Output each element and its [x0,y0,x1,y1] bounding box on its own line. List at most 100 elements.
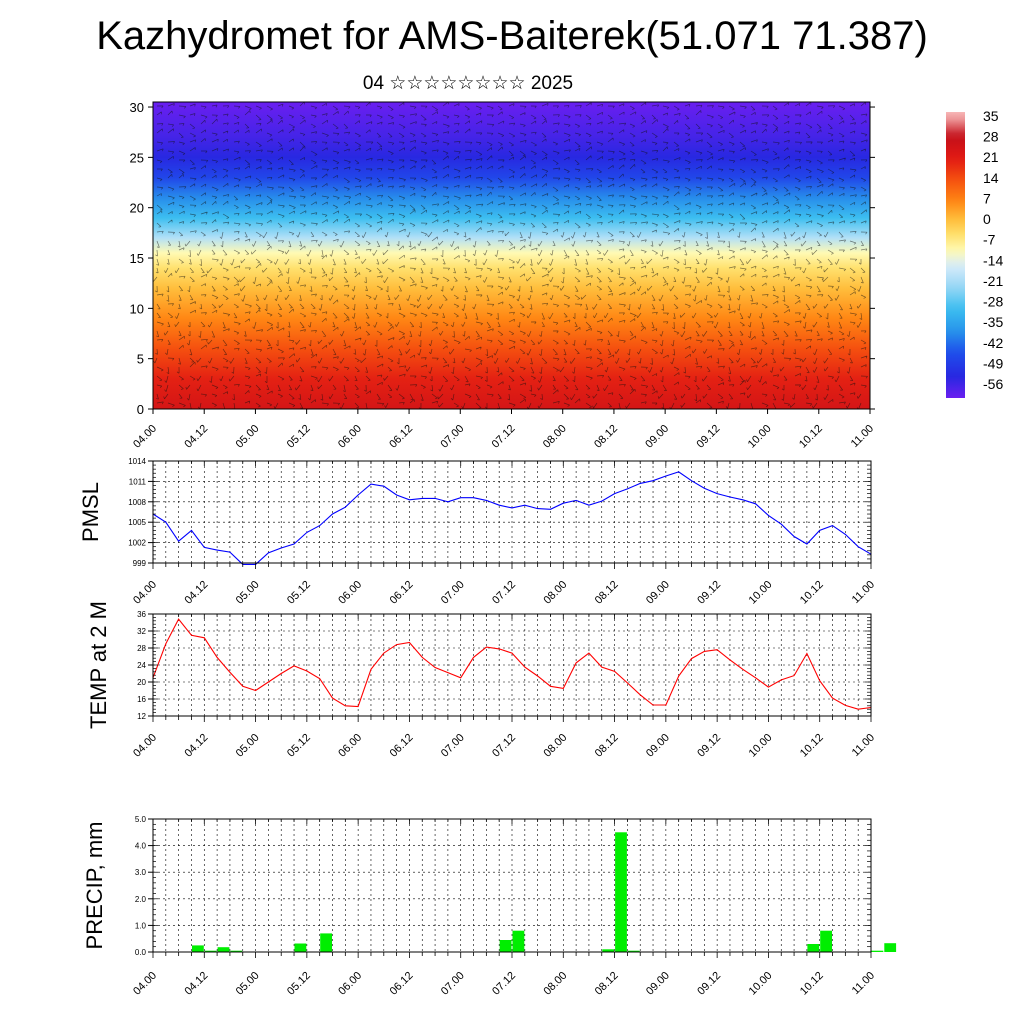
x-tick-label: 06.12 [388,579,416,607]
heatmap-x-tick-label: 10.12 [797,423,825,451]
data-point [306,670,308,672]
heatmap-x-tick-label: 06.12 [387,423,415,451]
x-tick-label: 05.00 [234,970,262,998]
heatmap-y-tick-label: 10 [130,301,144,316]
y-tick-label: 32 [137,627,146,636]
data-point [319,678,321,679]
colorbar-label: -56 [983,376,1003,392]
x-tick-label: 08.00 [541,732,569,760]
data-point [562,687,564,689]
data-point [562,502,564,504]
x-tick-label: 05.12 [285,732,313,760]
x-tick-label: 10.12 [798,970,826,998]
y-tick-label: 4.0 [135,842,147,851]
data-point [280,673,282,674]
data-point [383,652,385,654]
data-point [703,487,705,489]
heatmap-x-tick-label: 10.00 [746,423,774,451]
x-tick-label: 06.12 [388,970,416,998]
data-point [280,547,282,549]
data-point [588,652,590,654]
heatmap-x-tick-label: 05.00 [234,423,262,451]
colorbar-label: 35 [983,108,999,124]
data-point [396,644,398,645]
data-point [357,706,359,708]
x-tick-label: 05.12 [285,579,313,607]
y-tick-label: 12 [137,712,146,721]
x-tick-label: 04.12 [182,579,210,607]
x-tick-label: 09.00 [644,732,672,760]
x-tick-label: 09.12 [695,579,723,607]
temperature-field [153,102,870,409]
precip-bar [807,944,820,952]
y-tick-label: 1005 [128,518,146,527]
x-tick-label: 07.12 [490,970,518,998]
heatmap-x-tick-label: 05.12 [285,423,313,451]
data-point [614,493,615,495]
x-tick-label: 06.00 [336,732,364,760]
x-tick-label: 06.00 [336,970,364,998]
x-tick-label: 09.00 [644,970,672,998]
data-point [421,656,423,658]
colorbar-label: 28 [983,129,999,145]
data-point [678,471,680,473]
x-tick-label: 08.12 [593,579,621,607]
data-point [588,504,590,506]
data-point [511,652,513,654]
x-tick-label: 11.00 [850,970,877,997]
x-tick-label: 08.00 [541,579,569,607]
data-point [229,671,231,673]
data-point [498,648,500,650]
data-point [575,500,577,501]
data-point [524,504,526,506]
data-point [229,551,231,553]
heatmap-y-tick-label: 25 [130,150,144,165]
heatmap-y-tick-label: 30 [130,100,144,115]
x-tick-label: 07.12 [490,732,518,760]
data-point [652,480,654,482]
colorbar-label: 7 [983,190,991,206]
heatmap-x-tick-label: 04.00 [131,423,159,451]
x-tick-label: 04.00 [131,970,159,998]
data-point [498,504,500,506]
data-point [575,662,577,664]
x-tick-label: 07.00 [439,579,467,607]
x-tick-label: 06.00 [336,579,364,607]
data-point [639,483,641,484]
precip-bar [217,947,230,952]
y-tick-label: 36 [137,610,146,619]
heatmap-y-tick-label: 0 [137,402,144,417]
data-point [857,708,859,710]
data-point [755,503,757,505]
wind-barbs [153,102,868,409]
colorbar-label: -7 [983,232,996,248]
data-point [191,529,192,531]
colorbar-label: 14 [983,170,999,186]
precip-chart: 0.0 1.0 2.0 3.0 4.0 5.0 04.00 04.12 05.00 05.12 06… [82,815,897,998]
x-tick-label: 08.12 [593,732,621,760]
data-point [216,656,218,658]
heatmap-y-tick-label: 20 [130,201,144,216]
data-point [806,543,808,545]
data-point [460,677,462,679]
precip-bar [512,930,525,952]
heatmap-y-tick-label: 5 [137,352,144,367]
x-tick-label: 10.00 [747,579,775,607]
data-point [755,677,757,679]
precip-bar [820,930,832,952]
data-point [319,525,321,526]
data-point [716,493,718,495]
precip-bar [871,950,884,952]
x-tick-label: 05.12 [285,970,313,998]
data-point [344,506,346,508]
data-point [293,543,295,545]
x-tick-label: 07.12 [490,579,518,607]
colorbar-scale [946,112,965,398]
precip-bar [230,950,243,952]
colorbar-label: -49 [983,355,1003,371]
data-point [793,675,795,677]
data-point [434,498,436,499]
data-point [383,485,385,487]
data-point [165,643,167,645]
precip-bar [499,940,512,952]
